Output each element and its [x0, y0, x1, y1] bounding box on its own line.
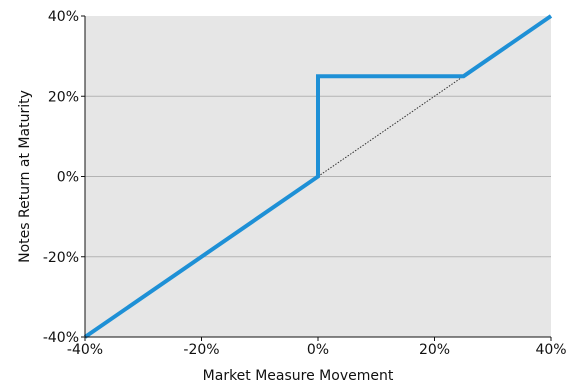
y-tick-labels: -40% -20% 0% 20% 40%: [43, 9, 85, 346]
y-tick-label: 0%: [57, 170, 79, 186]
x-tick-labels: -40% -20% 0% 20% 40%: [67, 337, 567, 358]
x-tick-label: 40%: [535, 342, 566, 358]
x-tick-label: -40%: [67, 342, 103, 358]
series-lines: [83, 14, 553, 339]
x-tick-label: 20%: [419, 342, 450, 358]
y-tick-label: 40%: [48, 9, 79, 25]
x-axis-label: Market Measure Movement: [203, 368, 394, 384]
y-axis-label: Notes Return at Maturity: [17, 90, 33, 263]
x-tick-label: -20%: [183, 342, 219, 358]
x-tick-label: 0%: [307, 342, 329, 358]
y-tick-label: -20%: [43, 250, 79, 266]
y-tick-label: -40%: [43, 330, 79, 346]
y-tick-label: 20%: [48, 89, 79, 105]
reference-dotted-line: [317, 75, 464, 177]
payoff-line: [83, 14, 553, 339]
